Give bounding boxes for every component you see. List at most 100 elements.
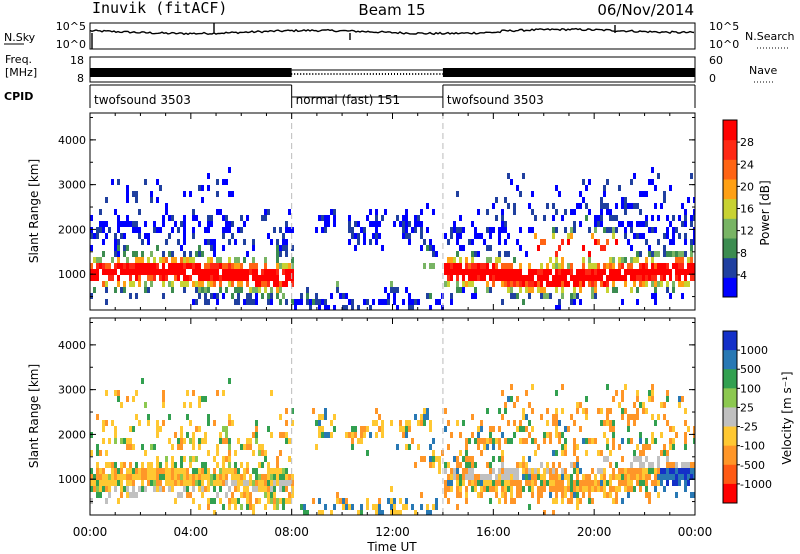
range-cell: [693, 275, 695, 281]
range-cell: [180, 263, 183, 269]
range-cell: [129, 474, 132, 480]
range-cell: [333, 221, 336, 227]
range-cell: [252, 432, 255, 438]
range-cell: [249, 438, 252, 444]
range-cell: [207, 173, 210, 179]
range-cell: [648, 474, 651, 480]
range-cell: [561, 281, 564, 287]
range-cell: [498, 426, 501, 432]
range-cell: [99, 209, 102, 215]
range-cell: [663, 275, 666, 281]
range-cell: [189, 257, 192, 263]
range-cell: [504, 221, 507, 227]
range-cell: [447, 480, 450, 486]
range-cell: [690, 221, 693, 227]
range-cell: [144, 450, 147, 456]
range-cell: [555, 408, 558, 414]
range-cell: [162, 396, 165, 402]
range-cell: [537, 287, 540, 293]
range-cell: [273, 486, 276, 492]
range-cell: [261, 269, 264, 275]
range-cell: [420, 221, 423, 227]
range-cell: [390, 498, 393, 504]
range-cell: [411, 504, 414, 510]
range-cell: [552, 233, 555, 239]
range-cell: [186, 474, 189, 480]
range-cell: [354, 233, 357, 239]
range-cell: [168, 438, 171, 444]
range-cell: [630, 287, 633, 293]
range-cell: [612, 215, 615, 221]
range-cell: [375, 510, 378, 515]
range-cell: [633, 420, 636, 426]
range-cell: [126, 245, 129, 251]
range-cell: [459, 257, 462, 263]
range-cell: [114, 474, 117, 480]
range-cell: [132, 396, 135, 402]
range-cell: [564, 486, 567, 492]
range-cell: [96, 492, 99, 498]
range-cell: [429, 510, 432, 515]
range-cell: [483, 480, 486, 486]
range-cell: [90, 450, 93, 456]
range-cell: [267, 293, 270, 299]
range-cell: [480, 269, 483, 275]
range-cell: [603, 468, 606, 474]
range-cell: [180, 269, 183, 275]
range-cell: [570, 492, 573, 498]
range-cell: [264, 263, 267, 269]
range-cell: [531, 438, 534, 444]
range-cell: [225, 275, 228, 281]
range-cell: [210, 293, 213, 299]
range-cell: [123, 287, 126, 293]
range-cell: [210, 275, 213, 281]
nsky-strip: N.Sky 10^5 10^0 10^5 10^0 N.Search: [4, 20, 795, 51]
range-cell: [222, 227, 225, 233]
range-cell: [225, 269, 228, 275]
range-cell: [189, 275, 192, 281]
range-cell: [117, 275, 120, 281]
range-cell: [426, 245, 429, 251]
range-cell: [570, 486, 573, 492]
range-cell: [231, 269, 234, 275]
range-cell: [282, 504, 285, 510]
range-cell: [609, 420, 612, 426]
range-cell: [459, 492, 462, 498]
range-cell: [471, 486, 474, 492]
range-cell: [645, 221, 648, 227]
range-cell: [585, 215, 588, 221]
range-cell: [255, 480, 258, 486]
range-cell: [624, 468, 627, 474]
range-cell: [273, 468, 276, 474]
range-cell: [282, 468, 285, 474]
range-cell: [120, 492, 123, 498]
range-cell: [99, 468, 102, 474]
range-cell: [159, 480, 162, 486]
range-cell: [516, 281, 519, 287]
range-cell: [477, 233, 480, 239]
range-cell: [279, 227, 282, 233]
range-cell: [267, 299, 270, 305]
range-cell: [540, 486, 543, 492]
range-cell: [630, 468, 633, 474]
range-cell: [276, 462, 279, 468]
range-cell: [507, 420, 510, 426]
range-cell: [129, 275, 132, 281]
range-cell: [285, 275, 288, 281]
range-cell: [354, 432, 357, 438]
range-cell: [282, 474, 285, 480]
range-cell: [639, 281, 642, 287]
range-cell: [183, 227, 186, 233]
range-cell: [630, 269, 633, 275]
range-cell: [408, 444, 411, 450]
range-cell: [474, 486, 477, 492]
range-cell: [255, 474, 258, 480]
range-cell: [480, 480, 483, 486]
range-cell: [180, 432, 183, 438]
range-cell: [462, 287, 465, 293]
range-cell: [495, 257, 498, 263]
range-cell: [654, 263, 657, 269]
range-cell: [456, 281, 459, 287]
range-cell: [369, 239, 372, 245]
range-cell: [480, 420, 483, 426]
